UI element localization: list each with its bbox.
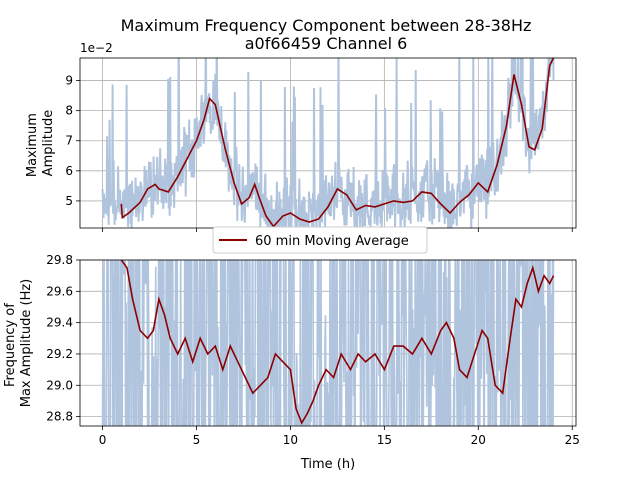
bottom-y-axis-label-line1: Frequency of xyxy=(3,303,18,387)
x-tick-label: 20 xyxy=(471,433,486,447)
x-tick-label: 5 xyxy=(193,433,201,447)
y-tick-label: 9 xyxy=(65,74,73,88)
y-tick-label: 7 xyxy=(65,134,73,148)
legend: 60 min Moving Average xyxy=(212,226,428,254)
top-y-axis-label-line1: Maximum xyxy=(25,113,40,177)
y-tick-label: 8 xyxy=(65,104,73,118)
bottom-moving-average-line xyxy=(120,260,555,425)
chart-title: Maximum Frequency Component between 28-3… xyxy=(121,16,532,35)
top-y-axis-label: Maximum Amplitude xyxy=(25,109,56,177)
y-tick-label: 28.8 xyxy=(46,410,73,424)
legend-box xyxy=(212,226,428,254)
x-tick-label: 0 xyxy=(99,433,107,447)
bottom-axes-frame xyxy=(79,259,577,427)
chart-subtitle: a0f66459 Channel 6 xyxy=(245,34,408,53)
legend-label: 60 min Moving Average xyxy=(255,234,409,249)
y-tick-label: 29.0 xyxy=(46,378,73,392)
y-tick-label: 29.4 xyxy=(46,316,73,330)
bottom-y-axis: 28.8 29.0 29.2 29.4 29.6 29.8 xyxy=(46,253,80,424)
y-tick-label: 29.8 xyxy=(46,253,73,267)
bottom-y-axis-label: Frequency of Max Amplitude (Hz) xyxy=(3,279,34,408)
bottom-x-axis: 0 5 10 15 20 25 xyxy=(99,426,580,447)
y-tick-label: 29.6 xyxy=(46,284,73,298)
top-moving-average-line xyxy=(120,58,555,228)
x-tick-label: 15 xyxy=(377,433,392,447)
top-y-axis-label-line2: Amplitude xyxy=(41,110,56,177)
bottom-panel: 28.8 29.0 29.2 29.4 29.6 29.8 0 5 10 15 20 25 Freq… xyxy=(3,253,580,472)
y-tick-label: 6 xyxy=(65,164,73,178)
top-gridlines xyxy=(80,58,576,228)
top-raw-signal xyxy=(101,58,555,228)
x-axis-label: Time (h) xyxy=(300,457,355,472)
top-y-axis: 5 6 7 8 9 xyxy=(65,74,80,208)
bottom-y-axis-label-line2: Max Amplitude (Hz) xyxy=(19,279,34,408)
y-tick-label: 29.2 xyxy=(46,347,73,361)
top-y-offset-label: 1e−2 xyxy=(80,41,113,55)
x-tick-label: 25 xyxy=(565,433,580,447)
top-panel: 5 6 7 8 9 1e−2 Maximum Amplitude xyxy=(25,41,577,232)
y-tick-label: 5 xyxy=(65,194,73,208)
x-tick-label: 10 xyxy=(283,433,298,447)
